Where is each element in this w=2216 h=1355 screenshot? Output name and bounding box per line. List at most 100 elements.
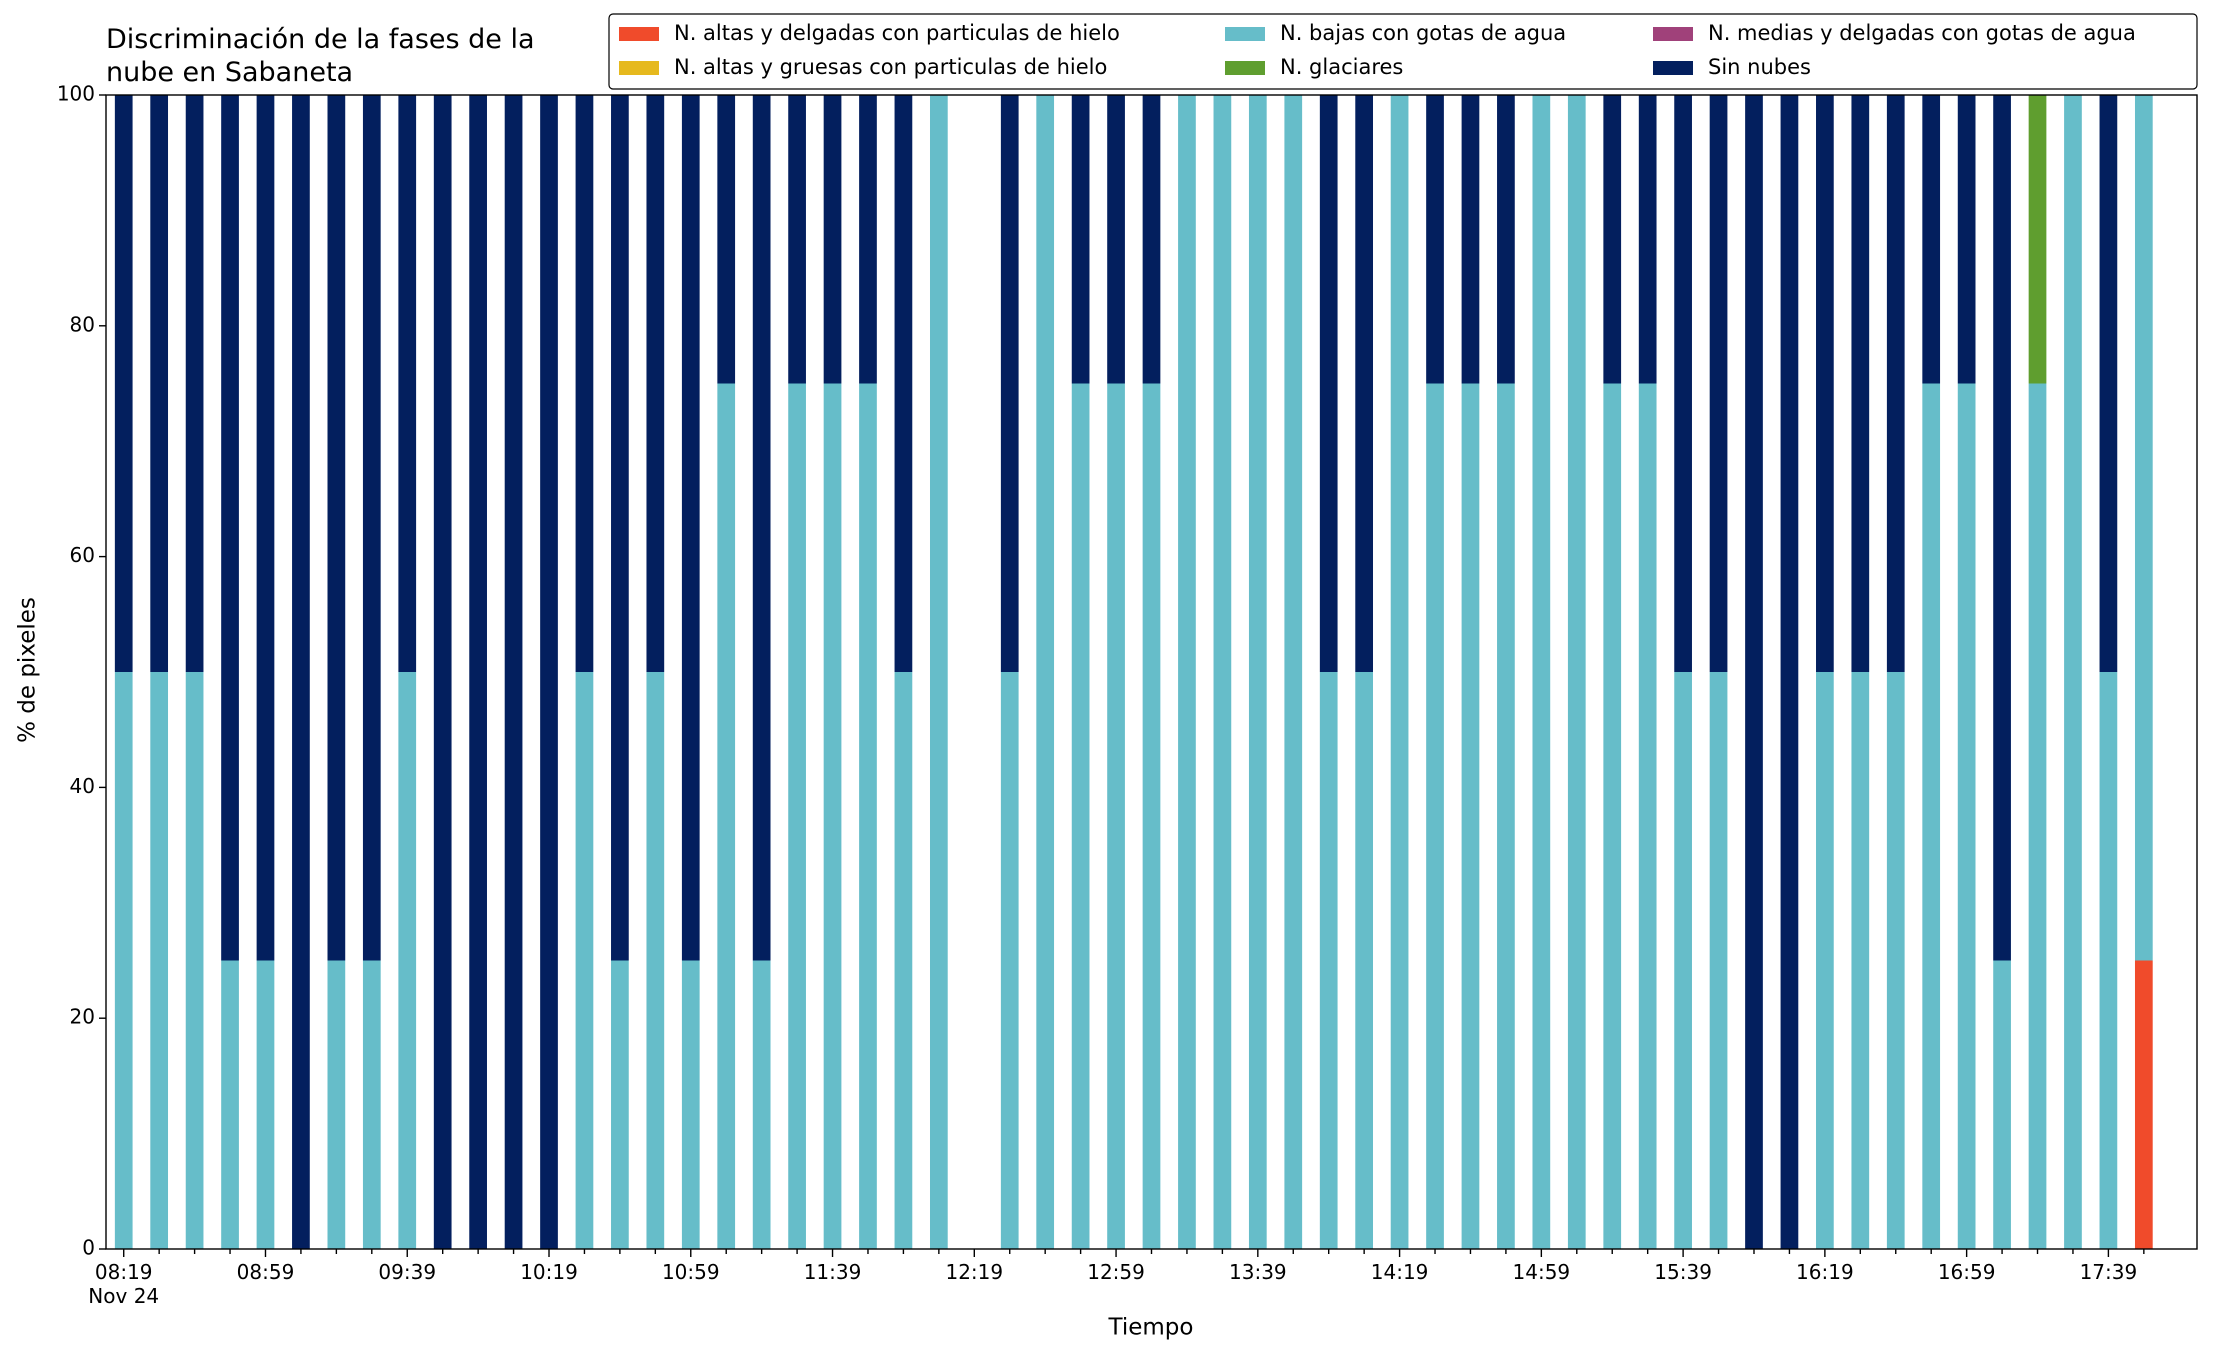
bar-segment bbox=[1993, 95, 2011, 961]
legend-label: N. altas y delgadas con particulas de hi… bbox=[674, 21, 1120, 45]
bar-segment bbox=[859, 95, 877, 384]
bar-segment bbox=[1319, 95, 1338, 672]
bar-segment bbox=[752, 960, 771, 1249]
bar-segment bbox=[1851, 672, 1870, 1249]
bar-segment bbox=[1780, 95, 1799, 1249]
x-tick-label: 12:19 bbox=[945, 1260, 1003, 1284]
bar-segment bbox=[540, 95, 558, 1249]
x-tick-label: 08:59 bbox=[237, 1260, 295, 1284]
legend-swatch bbox=[619, 61, 659, 75]
bar-segment bbox=[681, 95, 700, 961]
bar-segment bbox=[150, 95, 169, 672]
bar-segment bbox=[221, 960, 239, 1249]
legend-label: N. medias y delgadas con gotas de agua bbox=[1708, 21, 2136, 45]
bar-segment bbox=[504, 95, 523, 1249]
x-tick-label: 10:19 bbox=[520, 1260, 578, 1284]
bar-segment bbox=[1603, 383, 1622, 1249]
x-tick-label: 11:39 bbox=[804, 1260, 862, 1284]
chart-title: Discriminación de la fases de la nube en … bbox=[106, 24, 535, 88]
y-tick-label: 100 bbox=[57, 82, 95, 106]
bar-segment bbox=[2099, 95, 2118, 672]
legend-swatch bbox=[1225, 61, 1265, 75]
bar-segment bbox=[646, 672, 665, 1249]
bar-segment bbox=[859, 383, 877, 1249]
x-tick-label: 12:59 bbox=[1087, 1260, 1145, 1284]
bar-segment bbox=[1426, 383, 1444, 1249]
bar-segment bbox=[611, 960, 629, 1249]
bar-segment bbox=[1497, 383, 1515, 1249]
bar-segment bbox=[433, 95, 452, 1249]
bar-segment bbox=[788, 95, 806, 384]
bar-segment bbox=[185, 95, 204, 672]
bar-segment bbox=[1886, 95, 1905, 672]
legend-label: N. glaciares bbox=[1280, 55, 1403, 79]
bar-segment bbox=[1993, 960, 2011, 1249]
bar-segment bbox=[150, 672, 169, 1249]
bar-segment bbox=[1142, 383, 1161, 1249]
bar-segment bbox=[1461, 383, 1480, 1249]
bar-segment bbox=[929, 95, 948, 1249]
y-tick-label: 20 bbox=[70, 1005, 95, 1029]
bar-segment bbox=[2134, 960, 2153, 1249]
legend: N. altas y delgadas con particulas de hi… bbox=[608, 13, 2198, 90]
bar-segment bbox=[1355, 672, 1374, 1249]
bar-segment bbox=[1142, 95, 1161, 384]
bar-segment bbox=[1709, 95, 1728, 672]
bar-segment bbox=[1071, 95, 1090, 384]
bar-segment bbox=[362, 95, 381, 961]
bar-segment bbox=[1816, 95, 1834, 672]
bar-segment bbox=[1638, 95, 1657, 384]
bar-segment bbox=[1638, 383, 1657, 1249]
x-tick-label: 13:39 bbox=[1229, 1260, 1287, 1284]
bar-segment bbox=[2064, 95, 2082, 1249]
bar-segment bbox=[398, 95, 417, 672]
bar-segment bbox=[1000, 672, 1019, 1249]
bar-segment bbox=[362, 960, 381, 1249]
bar-segment bbox=[717, 383, 736, 1249]
bar-segment bbox=[1816, 672, 1834, 1249]
legend-swatch bbox=[1225, 27, 1265, 41]
bar-segment bbox=[1674, 672, 1692, 1249]
x-tick-label: 08:19 Nov 24 bbox=[88, 1260, 159, 1308]
bar-segment bbox=[327, 95, 346, 961]
legend-swatch bbox=[1653, 61, 1693, 75]
bar-segment bbox=[185, 672, 204, 1249]
legend-label: N. altas y gruesas con particulas de hie… bbox=[674, 55, 1107, 79]
legend-label: N. bajas con gotas de agua bbox=[1280, 21, 1566, 45]
plot-frame bbox=[105, 94, 2198, 1250]
bar-segment bbox=[2028, 95, 2047, 384]
bar-segment bbox=[1851, 95, 1870, 672]
bar-segment bbox=[1709, 672, 1728, 1249]
bar-segment bbox=[1284, 95, 1303, 1249]
bar-segment bbox=[575, 672, 594, 1249]
bar-segment bbox=[1957, 383, 1976, 1249]
bar-segment bbox=[894, 672, 913, 1249]
bar-segment bbox=[717, 95, 736, 384]
bar-segment bbox=[2134, 95, 2153, 961]
bar-segment bbox=[1390, 95, 1409, 1249]
legend-swatch bbox=[619, 27, 659, 41]
bar-segment bbox=[292, 95, 310, 1249]
legend-label: Sin nubes bbox=[1708, 55, 1811, 79]
bar-segment bbox=[469, 95, 487, 1249]
y-tick-label: 40 bbox=[70, 774, 95, 798]
y-tick-label: 60 bbox=[70, 543, 95, 567]
bar-segment bbox=[1355, 95, 1374, 672]
x-tick-label: 16:59 bbox=[1938, 1260, 1996, 1284]
bar-segment bbox=[1532, 95, 1551, 1249]
x-tick-label: 09:39 bbox=[378, 1260, 436, 1284]
x-tick-label: 15:39 bbox=[1654, 1260, 1712, 1284]
legend-box bbox=[608, 13, 2198, 90]
bar-segment bbox=[1922, 95, 1941, 384]
bar-segment bbox=[681, 960, 700, 1249]
bar-segment bbox=[611, 95, 629, 961]
bar-segment bbox=[1886, 672, 1905, 1249]
bar-segment bbox=[327, 960, 346, 1249]
x-tick-label: 10:59 bbox=[662, 1260, 720, 1284]
x-tick-label: 14:19 bbox=[1371, 1260, 1429, 1284]
bar-segment bbox=[1461, 95, 1480, 384]
bar-segment bbox=[1603, 95, 1622, 384]
bar-segment bbox=[1107, 383, 1125, 1249]
bar-segment bbox=[823, 95, 842, 384]
